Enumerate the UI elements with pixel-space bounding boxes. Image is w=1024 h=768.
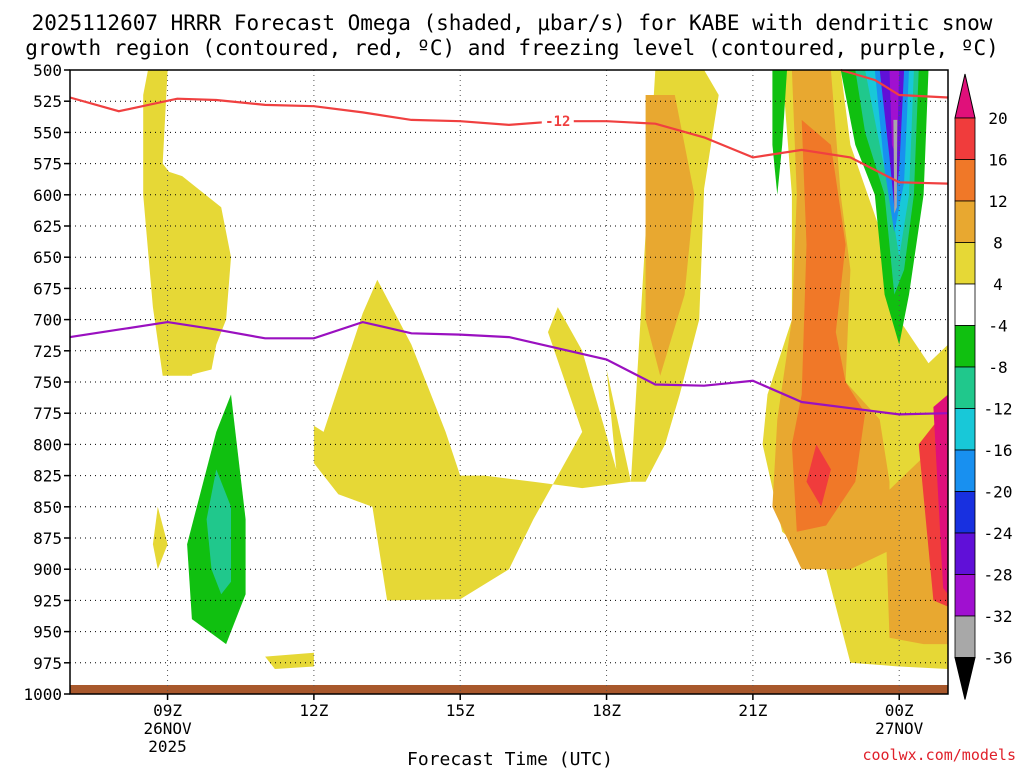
colorbar: 20 16 12 8 4 -4 -8 -12 -16 -20 -24 -28 -32 -36 — [954, 73, 1013, 700]
colorbar-bin--36 — [954, 615, 976, 658]
x-tick-label: 27NOV — [875, 719, 924, 738]
y-tick-label: 675 — [33, 279, 62, 298]
colorbar-label: 20 — [988, 109, 1007, 128]
colorbar-label: -12 — [984, 400, 1013, 419]
colorbar-label: -8 — [988, 358, 1007, 377]
omega-region-2 — [313, 279, 631, 601]
y-tick-label: 1000 — [23, 685, 62, 704]
y-tick-label: 525 — [33, 92, 62, 111]
x-tick-label: 18Z — [592, 701, 621, 720]
colorbar-bin--4 — [954, 283, 976, 326]
colorbar-under-arrow — [954, 657, 976, 700]
y-tick-label: 750 — [33, 373, 62, 392]
colorbar-bin--24 — [954, 491, 976, 534]
ground-surface — [70, 685, 948, 694]
colorbar-bin--32 — [954, 574, 976, 617]
x-tick-label: 15Z — [446, 701, 475, 720]
omega-region-23 — [893, 119, 898, 214]
x-tick-label: 00Z — [885, 701, 914, 720]
shaded-regions — [143, 70, 948, 669]
y-tick-label: 600 — [33, 186, 62, 205]
y-tick-label: 850 — [33, 498, 62, 517]
omega-region-5 — [265, 652, 314, 669]
y-tick-label: 775 — [33, 404, 62, 423]
y-tick-label: 725 — [33, 342, 62, 361]
y-tick-label: 575 — [33, 155, 62, 174]
grid-lines — [70, 70, 948, 694]
omega-region-15 — [206, 469, 231, 595]
y-tick-label: 950 — [33, 623, 62, 642]
x-tick-label: 2025 — [148, 737, 187, 756]
y-tick-label: 975 — [33, 654, 62, 673]
colorbar-label: -4 — [988, 317, 1007, 336]
y-tick-label: 500 — [33, 61, 62, 80]
site-credit: coolwx.com/models — [862, 746, 1016, 764]
colorbar-bin--28 — [954, 532, 976, 575]
omega-region-16 — [772, 70, 787, 195]
colorbar-bin-8 — [954, 200, 976, 243]
chart-title-line2: growth region (contoured, red, ºC) and f… — [25, 36, 999, 60]
y-tick-label: 650 — [33, 248, 62, 267]
omega-region-13 — [933, 394, 948, 595]
y-tick-label: 825 — [33, 467, 62, 486]
colorbar-bin--16 — [954, 408, 976, 451]
colorbar-label: 12 — [988, 192, 1007, 211]
colorbar-label: -36 — [984, 649, 1013, 668]
series-line-2 — [69, 320, 949, 416]
x-tick-label: 12Z — [299, 701, 328, 720]
x-tick-label: 09Z — [153, 701, 182, 720]
y-tick-label: 625 — [33, 217, 62, 236]
y-axis: 500 525 550 575 600 625 650 675 700 725 750 775 800 8… — [23, 61, 70, 704]
omega-region-10 — [791, 119, 866, 532]
colorbar-label: 8 — [993, 234, 1003, 253]
chart-title-line1: 2025112607 HRRR Forecast Omega (shaded, … — [32, 11, 993, 35]
y-tick-label: 900 — [33, 560, 62, 579]
x-tick-label: 21Z — [738, 701, 767, 720]
colorbar-bin-12 — [954, 159, 976, 202]
series-line-0 — [69, 96, 949, 185]
series-line-1 — [840, 68, 949, 99]
omega-region-7 — [645, 95, 695, 376]
colorbar-over-arrow — [954, 73, 976, 119]
colorbar-bin--8 — [954, 325, 976, 368]
colorbar-label: -16 — [984, 441, 1013, 460]
colorbar-label: -28 — [984, 566, 1013, 585]
contour-label-bg — [541, 112, 574, 129]
y-tick-label: 875 — [33, 529, 62, 548]
omega-region-11 — [806, 444, 831, 507]
contour-label: -12 — [545, 114, 570, 130]
y-tick-label: 925 — [33, 591, 62, 610]
x-tick-label: 26NOV — [143, 719, 192, 738]
colorbar-bin-16 — [954, 117, 976, 160]
colorbar-label: 16 — [988, 151, 1007, 170]
y-tick-label: 800 — [33, 435, 62, 454]
colorbar-bin-4 — [954, 242, 976, 285]
colorbar-label: -32 — [984, 607, 1013, 626]
colorbar-bin--20 — [954, 449, 976, 492]
colorbar-bin--12 — [954, 366, 976, 409]
x-axis-label: Forecast Time (UTC) — [407, 749, 613, 768]
colorbar-label: -24 — [984, 524, 1013, 543]
y-tick-label: 700 — [33, 311, 62, 330]
contour-lines: -12 — [69, 68, 949, 416]
colorbar-label: 4 — [993, 275, 1003, 294]
y-tick-label: 550 — [33, 123, 62, 142]
colorbar-label: -20 — [984, 483, 1013, 502]
